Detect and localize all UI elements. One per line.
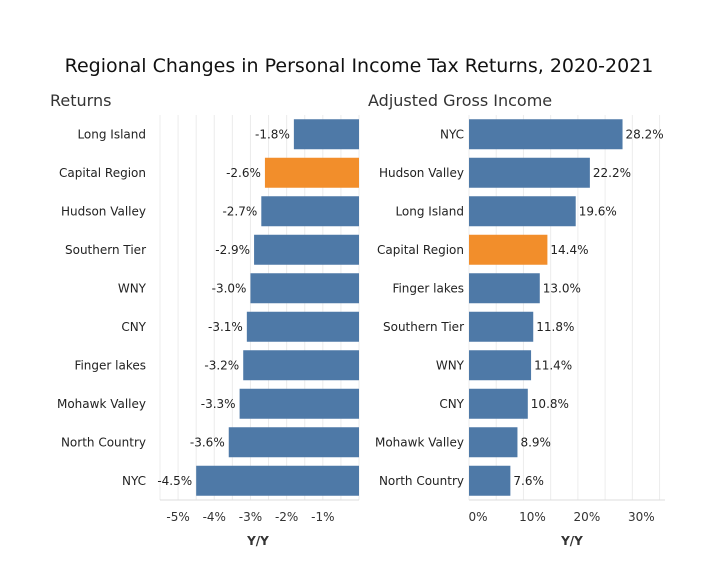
data-label: 13.0% [543,281,581,295]
chart-title: Regional Changes in Personal Income Tax … [65,55,654,77]
bar [469,157,590,188]
category-label: North Country [61,435,146,449]
data-label: 14.4% [550,243,588,257]
category-label: Capital Region [59,166,146,180]
category-label: NYC [440,127,464,141]
category-label: Mohawk Valley [57,397,146,411]
category-label: Finger lakes [74,358,146,372]
panel-title: Returns [50,91,111,110]
bar [196,465,359,496]
category-label: CNY [121,320,146,334]
bar [239,388,359,419]
tick-label: 0% [468,510,487,524]
bar [469,196,576,227]
category-label: WNY [118,281,147,295]
bar [469,350,532,381]
bar [469,119,623,150]
category-label: Capital Region [377,243,464,257]
tick-label: -2% [275,510,298,524]
data-label: -1.8% [255,127,290,141]
category-label: CNY [439,397,464,411]
tick-label: -4% [203,510,226,524]
data-label: -2.7% [222,204,257,218]
data-label: 11.4% [534,358,572,372]
category-label: Finger lakes [392,281,464,295]
data-label: -2.9% [215,243,250,257]
data-label: 19.6% [579,204,617,218]
tick-label: -3% [239,510,262,524]
tick-label: -1% [311,510,334,524]
bar [293,119,359,150]
data-label: -4.5% [157,474,192,488]
x-axis-title: Y/Y [246,534,269,548]
category-label: Southern Tier [65,243,146,257]
data-label: 11.8% [536,320,574,334]
tick-label: -5% [166,510,189,524]
bar [261,196,359,227]
category-label: WNY [436,358,465,372]
category-label: Long Island [77,127,146,141]
data-label: -3.3% [201,397,236,411]
category-label: Hudson Valley [379,166,464,180]
bar [469,234,548,265]
bar [469,388,528,419]
panel-title: Adjusted Gross Income [368,91,552,110]
data-label: 22.2% [593,166,631,180]
data-label: 8.9% [520,435,551,449]
bar [264,157,359,188]
bar [469,427,518,458]
bar [246,311,359,342]
data-label: 10.8% [531,397,569,411]
data-label: -3.2% [204,358,239,372]
data-label: 7.6% [513,474,544,488]
category-label: North Country [379,474,464,488]
data-label: -2.6% [226,166,261,180]
bar [469,273,540,304]
tick-label: 10% [519,510,546,524]
bar [254,234,359,265]
bar [469,311,534,342]
data-label: -3.0% [212,281,247,295]
category-label: Hudson Valley [61,204,146,218]
data-label: -3.6% [190,435,225,449]
category-label: Southern Tier [383,320,464,334]
category-label: Mohawk Valley [375,435,464,449]
bar [228,427,359,458]
bar [250,273,359,304]
bar [469,465,511,496]
category-label: NYC [122,474,146,488]
data-label: -3.1% [208,320,243,334]
tick-label: 30% [628,510,655,524]
tick-label: 20% [574,510,601,524]
data-label: 28.2% [626,127,664,141]
x-axis-title: Y/Y [560,534,583,548]
category-label: Long Island [395,204,464,218]
bar [243,350,359,381]
